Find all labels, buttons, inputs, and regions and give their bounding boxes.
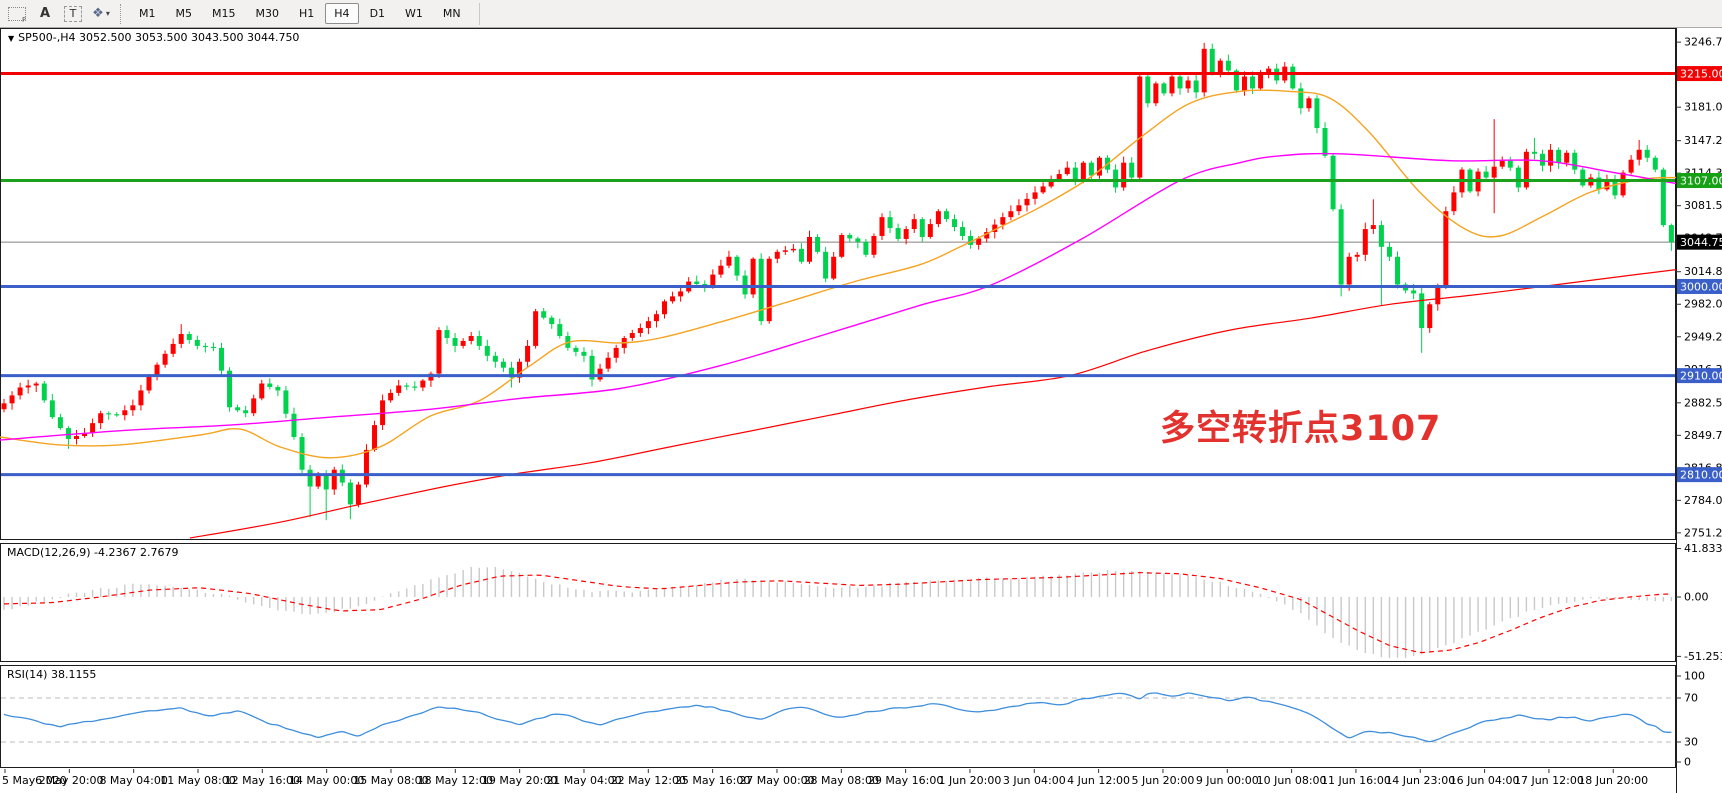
svg-text:2810.000: 2810.000: [1680, 468, 1722, 481]
macd-layer: [3, 566, 1673, 658]
price-badge-2910.000: [1677, 368, 1722, 384]
chevron-down-icon: ▾: [105, 9, 110, 18]
svg-text:3081.555: 3081.555: [1684, 199, 1722, 212]
svg-text:14 Jun 23:00: 14 Jun 23:00: [1385, 774, 1455, 787]
price-badges: 3215.000 3107.000 3044.750 3000.000 2910.000…: [1677, 66, 1722, 483]
level-lines: [1, 72, 1675, 477]
svg-text:8 May 04:00: 8 May 04:00: [99, 774, 167, 787]
timeframe-button-H4[interactable]: H4: [325, 3, 359, 24]
svg-text:15 May 08:00: 15 May 08:00: [353, 774, 428, 787]
toolbar-separator: [478, 2, 480, 25]
ma-mid-magenta: [0, 152, 1677, 441]
timeframe-button-M1[interactable]: M1: [139, 7, 156, 20]
svg-text:18 Jun 20:00: 18 Jun 20:00: [1578, 774, 1648, 787]
svg-text:3246.725: 3246.725: [1684, 36, 1722, 49]
chart-frame-icon[interactable]: F: [8, 6, 26, 24]
svg-text:-51.2535: -51.2535: [1684, 650, 1722, 663]
svg-text:2949.220: 2949.220: [1684, 330, 1722, 343]
macd-label: MACD(12,26,9) -4.2367 2.7679: [7, 546, 179, 559]
svg-text:0: 0: [1684, 756, 1691, 769]
svg-text:10 Jun 08:00: 10 Jun 08:00: [1257, 774, 1327, 787]
timeframe-button-D1[interactable]: D1: [369, 7, 386, 20]
timeframe-button-MN[interactable]: MN: [442, 7, 461, 20]
rsi-layer: [1, 692, 1675, 743]
ma-slow-red: [189, 269, 1677, 539]
text-tool-icon[interactable]: T: [64, 5, 82, 22]
svg-text:70: 70: [1684, 692, 1698, 705]
ma-slow-red-layer: [189, 269, 1677, 539]
symbol-header: ▼ SP500-,H4 3052.500 3053.500 3043.500 30…: [8, 31, 299, 44]
svg-text:29 May 16:00: 29 May 16:00: [868, 774, 943, 787]
price-badge-3000.000: [1677, 278, 1722, 294]
svg-text:28 May 08:00: 28 May 08:00: [804, 774, 879, 787]
svg-text:6 May 20:00: 6 May 20:00: [35, 774, 103, 787]
svg-text:3181.055: 3181.055: [1684, 101, 1722, 114]
timeframe-button-M15[interactable]: M15: [212, 7, 236, 20]
svg-text:18 May 12:00: 18 May 12:00: [418, 774, 493, 787]
svg-text:25 May 16:00: 25 May 16:00: [675, 774, 750, 787]
ma-fast-orange: [0, 89, 1677, 459]
svg-text:2882.555: 2882.555: [1684, 396, 1722, 409]
svg-text:27 May 00:00: 27 May 00:00: [739, 774, 814, 787]
toolbar-grip[interactable]: [120, 3, 125, 24]
svg-text:17 Jun 12:00: 17 Jun 12:00: [1514, 774, 1584, 787]
svg-text:2982.055: 2982.055: [1684, 298, 1722, 311]
svg-text:3107.000: 3107.000: [1680, 174, 1722, 187]
svg-text:41.833: 41.833: [1684, 542, 1722, 555]
svg-text:3014.890: 3014.890: [1684, 265, 1722, 278]
ma-fast-orange-layer: [0, 89, 1677, 459]
symbol-dropdown-caret[interactable]: ▼: [8, 34, 15, 43]
paint-glyph: ❖: [92, 6, 104, 21]
price-badge-3107.000: [1677, 173, 1722, 189]
svg-text:5 Jun 20:00: 5 Jun 20:00: [1131, 774, 1194, 787]
timeframe-button-M30[interactable]: M30: [255, 7, 280, 20]
svg-text:5 May 2020: 5 May 2020: [2, 774, 67, 787]
rsi-label: RSI(14) 38.1155: [7, 668, 97, 681]
svg-text:16 Jun 04:00: 16 Jun 04:00: [1450, 774, 1520, 787]
ma-mid-magenta-layer: [0, 152, 1677, 441]
svg-text:21 May 04:00: 21 May 04:00: [546, 774, 621, 787]
paint-style-icon[interactable]: ❖ ▾: [92, 5, 110, 23]
svg-text:14 May 00:00: 14 May 00:00: [289, 774, 364, 787]
toolbar: F A T ❖ ▾ M1 M5 M15 M30 H1 H4 D1 W1 MN: [0, 0, 1722, 28]
price-badge-3215.000: [1677, 66, 1722, 82]
macd-signal-line: [3, 572, 1672, 654]
svg-text:19 May 20:00: 19 May 20:00: [482, 774, 557, 787]
svg-text:11 May 08:00: 11 May 08:00: [160, 774, 235, 787]
price-axis: 3246.7253181.0553147.2253114.3903081.555…: [1676, 36, 1722, 769]
svg-text:12 May 16:00: 12 May 16:00: [225, 774, 300, 787]
timeframe-button-W1[interactable]: W1: [405, 7, 423, 20]
svg-text:2849.720: 2849.720: [1684, 429, 1722, 442]
svg-text:22 May 12:00: 22 May 12:00: [611, 774, 686, 787]
svg-text:2784.050: 2784.050: [1684, 494, 1722, 507]
letter-a-icon[interactable]: A: [39, 6, 51, 21]
svg-text:1 Jun 20:00: 1 Jun 20:00: [939, 774, 1002, 787]
candles-layer: [1, 42, 1674, 521]
svg-text:3215.000: 3215.000: [1680, 67, 1722, 80]
timeframe-button-M5[interactable]: M5: [175, 7, 193, 20]
svg-text:0.00: 0.00: [1684, 591, 1709, 604]
svg-text:30: 30: [1684, 736, 1698, 749]
svg-text:3044.750: 3044.750: [1680, 236, 1722, 249]
toolbar-icon-group: F A T ❖ ▾: [0, 5, 118, 24]
rsi-line: [3, 692, 1672, 743]
svg-text:3147.225: 3147.225: [1684, 134, 1722, 147]
timeframe-button-H1[interactable]: H1: [299, 7, 315, 20]
symbol-ohlc-text: SP500-,H4 3052.500 3053.500 3043.500 304…: [18, 31, 300, 44]
timeframe-buttons: M1 M5 M15 M30 H1 H4 D1 W1 MN: [129, 3, 471, 24]
price-badge-2810.000: [1677, 467, 1722, 483]
svg-text:9 Jun 00:00: 9 Jun 00:00: [1196, 774, 1259, 787]
svg-text:11 Jun 16:00: 11 Jun 16:00: [1321, 774, 1391, 787]
svg-text:2751.215: 2751.215: [1684, 526, 1722, 539]
annotation-text[interactable]: 多空转折点3107: [1160, 409, 1442, 449]
svg-text:3 Jun 04:00: 3 Jun 04:00: [1003, 774, 1066, 787]
svg-text:2910.000: 2910.000: [1680, 369, 1722, 382]
svg-text:3000.000: 3000.000: [1680, 280, 1722, 293]
svg-text:4 Jun 12:00: 4 Jun 12:00: [1067, 774, 1130, 787]
price-badge-3044.750: [1677, 234, 1722, 250]
svg-text:100: 100: [1684, 670, 1705, 683]
